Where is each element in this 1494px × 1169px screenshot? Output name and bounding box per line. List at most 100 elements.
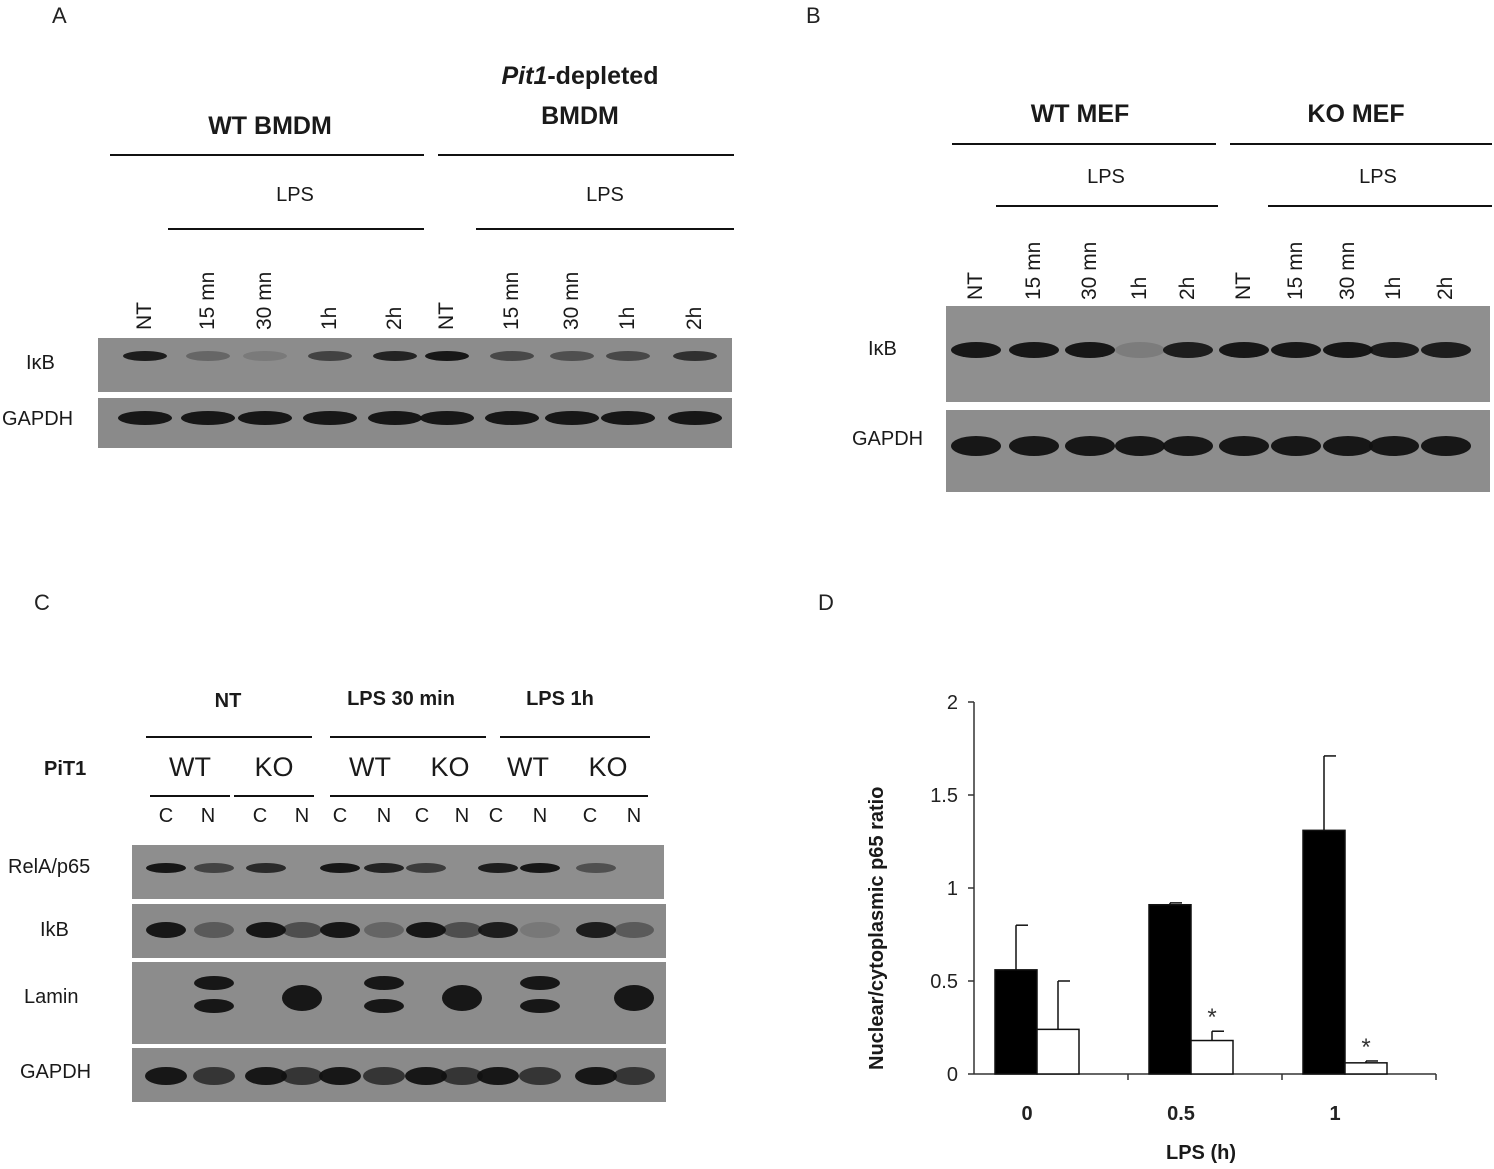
panel-b-lps1: LPS: [1087, 166, 1125, 188]
lamin-band-upper: [194, 976, 234, 990]
lamin-band-lower: [194, 999, 234, 1013]
panel-c-fraction: N: [626, 805, 642, 827]
panel-c-genotype-line: [568, 795, 648, 797]
ikb-band: [186, 351, 230, 361]
gapdh-band: [405, 1067, 447, 1085]
y-tick-label: 1.5: [930, 785, 958, 807]
panel-b-lane-label: NT: [964, 272, 987, 300]
panel-b-group1-line: [952, 143, 1216, 145]
ikb-band: [320, 922, 360, 938]
gapdh-band: [1009, 436, 1059, 456]
panel-c-rela-blot: [132, 845, 664, 899]
lamin-band: [442, 985, 482, 1011]
panel-c-pit1-label: PiT1: [44, 758, 87, 780]
gapdh-band: [281, 1067, 323, 1085]
panel-a-lps2: LPS: [586, 184, 624, 206]
panel-c-row-gapdh: GAPDH: [20, 1061, 92, 1083]
panel-a-ikb-blot: [98, 338, 732, 392]
panel-b-lane-label: 1h: [1128, 276, 1151, 300]
lamin-band-upper: [364, 976, 404, 990]
panel-c-fraction: N: [376, 805, 392, 827]
ikb-band: [1115, 342, 1165, 358]
panel-a-group2-italic: Pit1: [501, 62, 548, 90]
rela-band: [576, 863, 616, 873]
ikb-band: [550, 351, 594, 361]
panel-a-lps2-line: [476, 228, 734, 230]
panel-d-letter: D: [818, 590, 834, 615]
x-tick-label: 0: [1021, 1103, 1032, 1125]
rela-band: [320, 863, 360, 873]
chart-ylabel: Nuclear/cytoplasmic p65 ratio: [866, 786, 888, 1070]
gapdh-band: [1219, 436, 1269, 456]
panel-c-gapdh-blot: [132, 1048, 666, 1102]
panel-b-group2-title: KO MEF: [1307, 100, 1405, 128]
x-tick-label: 0.5: [1167, 1103, 1195, 1125]
panel-c-lamin-blot: [132, 962, 666, 1044]
ikb-band: [194, 922, 234, 938]
y-tick-label: 0.5: [930, 971, 958, 993]
panel-a-row-ikb: IκB: [26, 352, 55, 374]
ikb-band: [123, 351, 167, 361]
panel-c-cond-line-lps30: [330, 736, 486, 738]
ikb-band: [1163, 342, 1213, 358]
panel-b-group1-title: WT MEF: [1030, 100, 1130, 128]
panel-a-lane-label: 30 mn: [253, 271, 276, 330]
gapdh-band: [193, 1067, 235, 1085]
gapdh-band: [1271, 436, 1321, 456]
ikb-band: [146, 922, 186, 938]
gapdh-band: [1115, 436, 1165, 456]
lamin-band: [282, 985, 322, 1011]
panel-b-lane-label: 30 mn: [1078, 241, 1101, 300]
ikb-band: [282, 922, 322, 938]
panel-c-row-rela: RelA/p65: [8, 856, 91, 878]
panel-c-cond-lps30: LPS 30 min: [347, 688, 455, 710]
rela-band: [364, 863, 404, 873]
panel-b-lps2: LPS: [1359, 166, 1397, 188]
ikb-band: [246, 922, 286, 938]
ikb-band: [576, 922, 616, 938]
gapdh-band: [1323, 436, 1373, 456]
chart-xlabel: LPS (h): [1166, 1142, 1236, 1164]
panel-b-lps2-line: [1268, 205, 1492, 207]
ikb-band: [520, 922, 560, 938]
panel-a-group1-line: [110, 154, 424, 156]
ikb-band: [606, 351, 650, 361]
ikb-band: [243, 351, 287, 361]
panel-a-lane-label: 15 mn: [196, 271, 219, 330]
panel-c-fraction: N: [454, 805, 470, 827]
panel-b-group2-line: [1230, 143, 1492, 145]
panel-c-genotype: KO: [430, 752, 470, 782]
panel-a-row-gapdh: GAPDH: [2, 408, 74, 430]
panel-a-lane-label: 30 mn: [560, 271, 583, 330]
panel-a-group2-line2: BMDM: [541, 102, 619, 130]
panel-b-lane-label: 15 mn: [1284, 241, 1307, 300]
panel-b-lps1-line: [996, 205, 1218, 207]
panel-c-genotype: WT: [349, 752, 391, 782]
panel-b-lane-label: 30 mn: [1336, 241, 1359, 300]
ikb-band: [1369, 342, 1419, 358]
gapdh-band: [420, 411, 474, 425]
ikb-band: [373, 351, 417, 361]
panel-a-group2-title: Pit1-depleted: [430, 62, 730, 91]
panel-a-lane-label: 2h: [383, 306, 406, 330]
panel-c-fraction: C: [332, 805, 348, 827]
gapdh-band: [238, 411, 292, 425]
panel-b-lane-label: NT: [1232, 272, 1255, 300]
panel-c-genotype-line: [150, 795, 230, 797]
gapdh-band: [545, 411, 599, 425]
panel-b-row-gapdh: GAPDH: [852, 428, 924, 450]
panel-c-letter: C: [34, 590, 50, 615]
panel-c-cond-lps1h: LPS 1h: [526, 688, 594, 710]
panel-a-lane-label: 15 mn: [500, 271, 523, 330]
panel-a-group2-line: [438, 154, 734, 156]
panel-a-lane-label: NT: [133, 302, 156, 330]
panel-b-lane-label: 15 mn: [1022, 241, 1045, 300]
panel-c-fraction: N: [294, 805, 310, 827]
ikb-band: [490, 351, 534, 361]
gapdh-band: [519, 1067, 561, 1085]
gapdh-band: [601, 411, 655, 425]
ikb-band: [364, 922, 404, 938]
